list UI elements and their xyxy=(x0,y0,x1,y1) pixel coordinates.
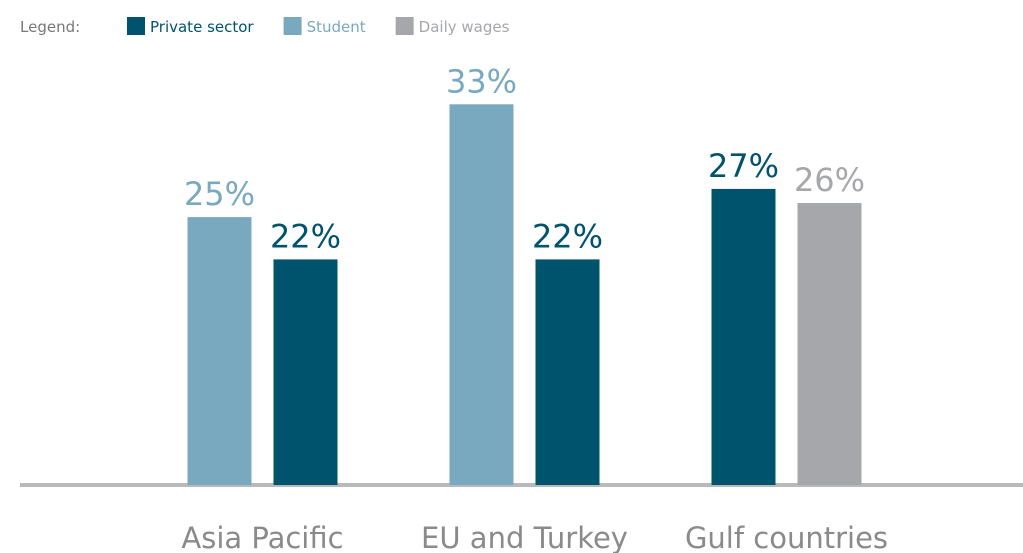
bar xyxy=(711,188,776,485)
bar xyxy=(535,259,600,485)
legend-label: Daily wages xyxy=(419,18,510,36)
value-label: 22% xyxy=(532,217,603,255)
legend-swatch xyxy=(127,17,145,35)
x-tick-label: Asia Pacific xyxy=(181,521,343,553)
legend-swatch xyxy=(395,17,414,35)
legend-title: Legend: xyxy=(20,18,80,36)
bar xyxy=(797,203,862,485)
value-label: 22% xyxy=(270,217,341,255)
x-tick-label: Gulf countries xyxy=(685,521,888,553)
bar xyxy=(187,217,252,485)
value-label: 25% xyxy=(184,175,255,213)
x-tick-label: EU and Turkey xyxy=(421,521,628,553)
value-label: 27% xyxy=(708,147,779,185)
value-label: 26% xyxy=(794,161,865,199)
bar xyxy=(449,104,514,486)
legend-label: Student xyxy=(307,18,366,36)
legend-label: Private sector xyxy=(150,18,254,36)
bar xyxy=(273,259,338,485)
legend-swatch xyxy=(283,17,302,35)
value-label: 33% xyxy=(446,62,517,100)
